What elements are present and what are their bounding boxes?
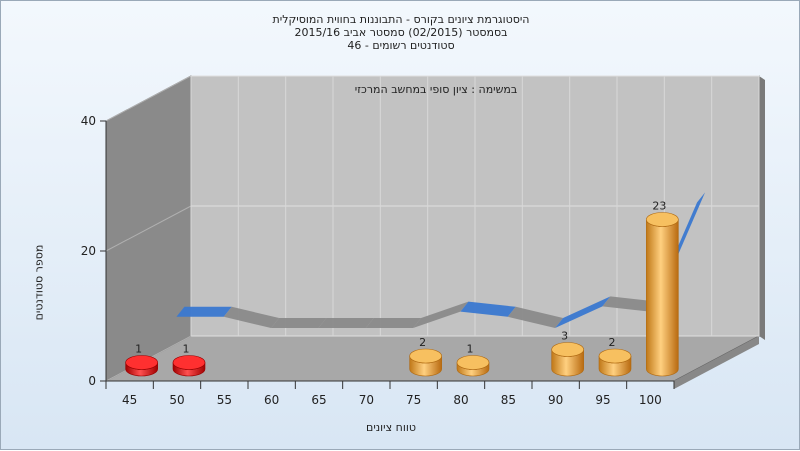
- chart-registered: סטודנטים רשומים - 46: [347, 39, 455, 52]
- grid-line-depth: [105, 75, 192, 122]
- ribbon-segment: [271, 318, 327, 328]
- ribbon-segment: [602, 296, 658, 312]
- bar-top: [646, 212, 679, 227]
- bar-45: [125, 355, 158, 377]
- bar-top: [551, 342, 584, 357]
- grid-line-depth: [105, 205, 192, 252]
- back-wall-edge: [759, 76, 765, 340]
- ribbon-segment: [413, 301, 469, 328]
- bar-value-label: 1: [183, 343, 190, 356]
- bar-value-label: 23: [652, 200, 666, 213]
- bar-90: [551, 342, 584, 377]
- y-tick-label: 0: [88, 374, 96, 388]
- bar-value-label: 2: [419, 336, 426, 349]
- bar-100: [646, 212, 679, 377]
- x-tick-label: 70: [359, 393, 374, 407]
- bar-75: [409, 348, 442, 377]
- bar-95: [598, 348, 632, 377]
- y-tick-label: 40: [81, 114, 96, 128]
- x-tick-label: 100: [639, 393, 662, 407]
- x-tick-label: 85: [501, 393, 516, 407]
- ribbon-segment: [318, 318, 374, 328]
- ribbon-segment: [460, 301, 516, 317]
- x-tick-label: 80: [453, 393, 468, 407]
- ribbon-segment: [223, 306, 280, 328]
- x-tick-label: 95: [595, 393, 610, 407]
- bar-value-label: 1: [135, 343, 142, 356]
- bar-value-label: 2: [609, 336, 616, 349]
- y-tick-label: 20: [81, 244, 96, 258]
- ribbon-segment: [365, 318, 422, 328]
- x-tick-label: 50: [169, 393, 184, 407]
- bar-top: [125, 355, 158, 370]
- x-tick-label: 45: [122, 393, 137, 407]
- x-tick-label: 65: [311, 393, 326, 407]
- chart-subtitle: בסמסטר (02/2015) סמסטר אביב 2015/16: [294, 26, 508, 39]
- bar-top: [172, 355, 206, 370]
- floor-edge: [674, 336, 759, 389]
- x-axis-label: טווח ציונים: [366, 421, 416, 434]
- chart-annotation: במשימה : ציון סופי במחשב המרכזי: [355, 83, 518, 96]
- bar-top: [456, 355, 490, 370]
- x-tick-label: 75: [406, 393, 421, 407]
- chart-title: היסטוגרמת ציונים בקורס - התבוננות בחווית…: [272, 13, 530, 26]
- ribbon-segment: [555, 296, 611, 328]
- ribbon-segment: [507, 306, 564, 328]
- x-tick-label: 55: [217, 393, 232, 407]
- x-tick-label: 90: [548, 393, 563, 407]
- bar-top: [409, 348, 442, 364]
- bar-80: [456, 355, 490, 377]
- x-tick-label: 60: [264, 393, 279, 407]
- bar-50: [172, 355, 206, 377]
- ribbon-segment: [176, 306, 232, 317]
- bar-body: [646, 219, 679, 377]
- bar-value-label: 1: [467, 343, 474, 356]
- bar-top: [598, 348, 632, 364]
- bar-value-label: 3: [561, 330, 568, 343]
